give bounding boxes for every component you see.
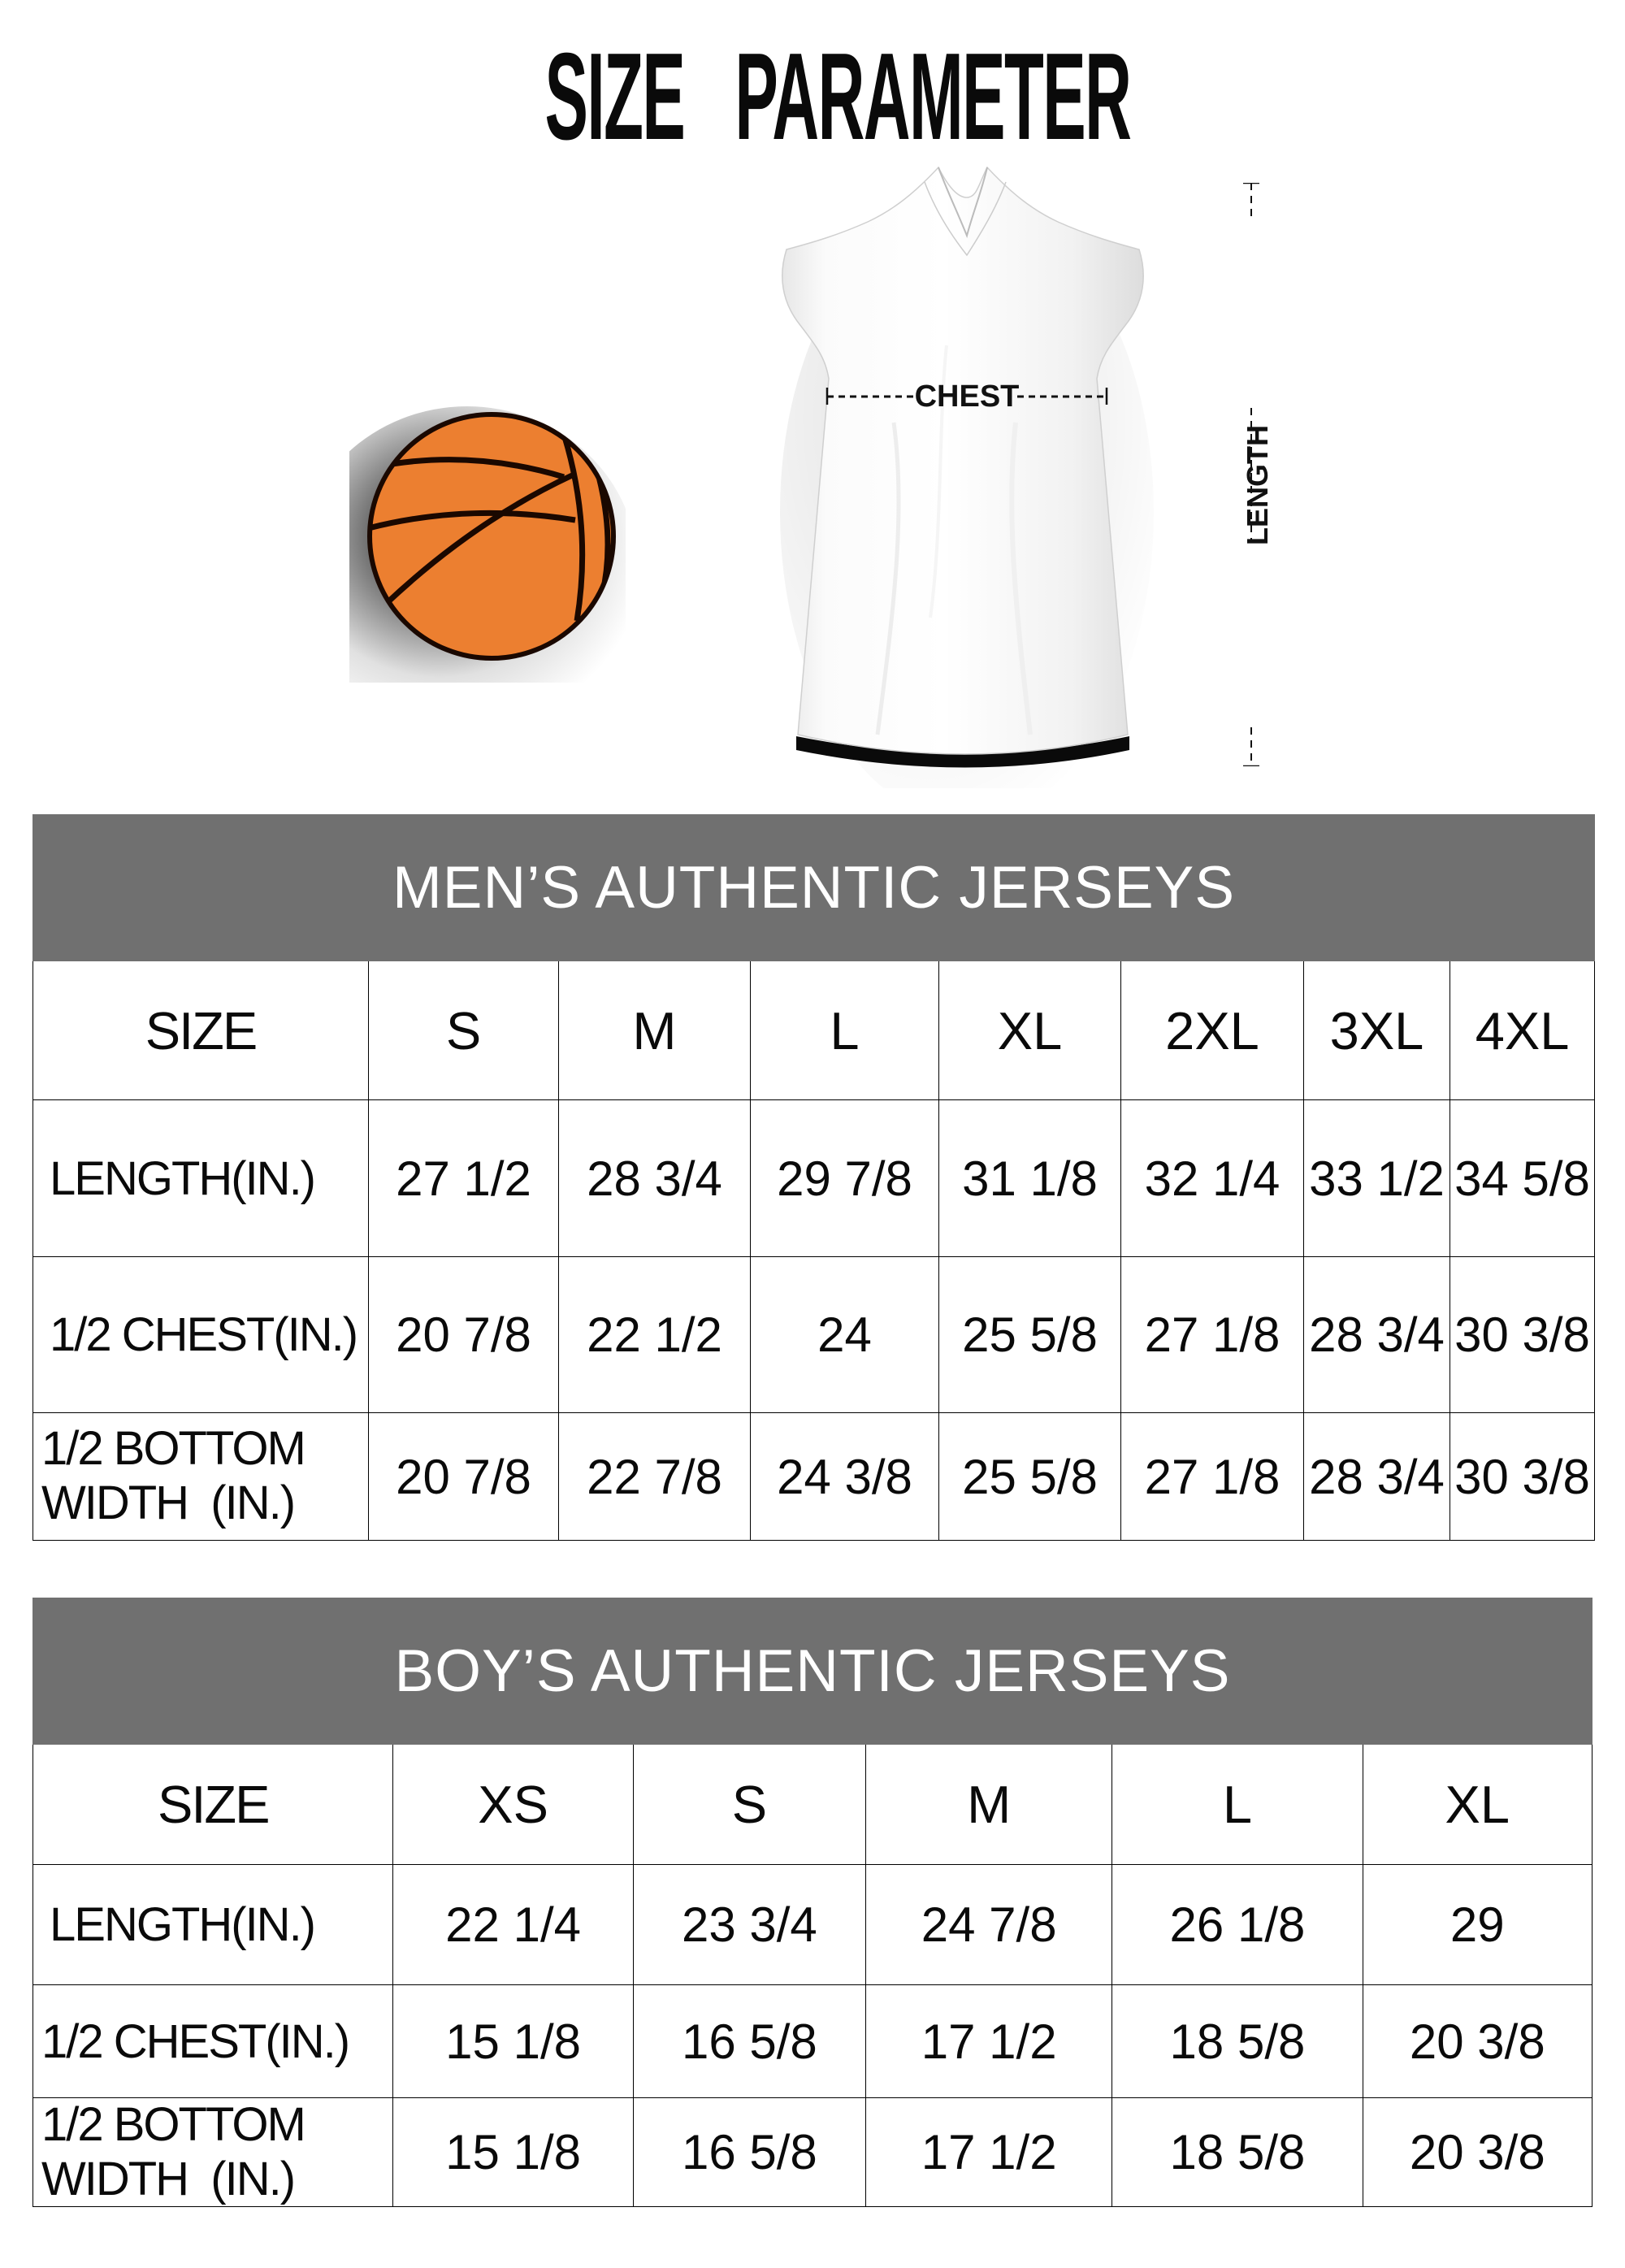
svg-text:CHEST: CHEST [915, 379, 1020, 414]
svg-text:LENGTH: LENGTH [1243, 425, 1274, 545]
